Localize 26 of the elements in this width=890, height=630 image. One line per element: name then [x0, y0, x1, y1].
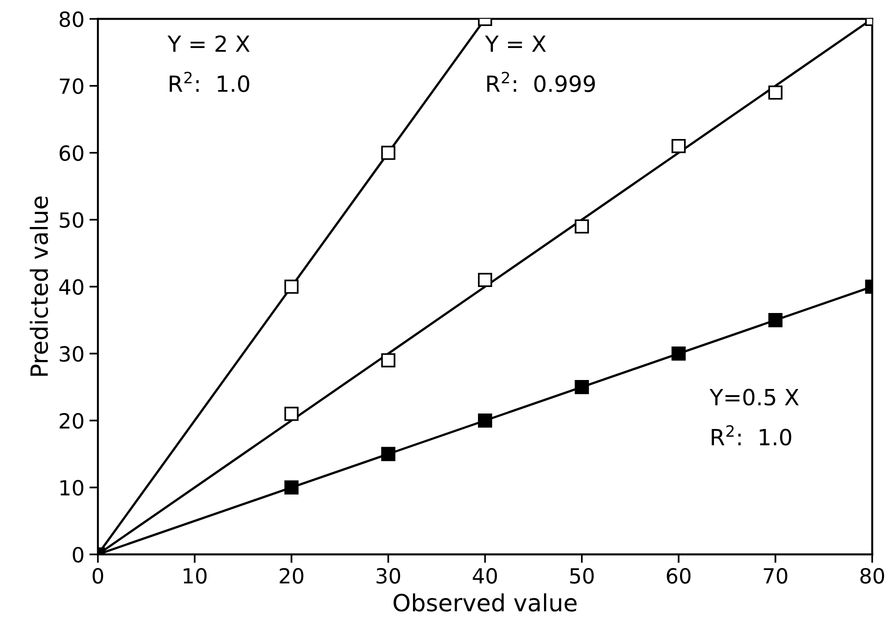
x-tick-label: 70 — [764, 568, 788, 584]
y-tick-label: 60 — [60, 145, 84, 161]
y-axis-title: Predicted value — [30, 196, 48, 376]
x-tick-label: 30 — [376, 568, 400, 584]
annotation: Y = X — [485, 36, 546, 52]
x-tick-label: 10 — [184, 568, 207, 584]
x-tick-label: 20 — [280, 568, 304, 584]
y-tick-label: 80 — [60, 11, 84, 28]
y-tick-label: 10 — [60, 480, 84, 496]
y-tick-label: 0 — [72, 546, 84, 563]
y-tick-label: 70 — [60, 78, 84, 94]
y-tick-label: 30 — [60, 346, 84, 362]
x-tick-label: 60 — [666, 568, 690, 584]
y-tick-label: 40 — [59, 279, 84, 295]
x-tick-label: 0 — [92, 568, 104, 584]
annotation: R$^{2}$: 1.0 — [170, 72, 250, 92]
x-tick-label: 40 — [472, 568, 497, 584]
annotation: Y=0.5 X — [710, 388, 799, 406]
x-axis-title: Observed value — [394, 593, 577, 612]
y-tick-label: 50 — [60, 212, 84, 228]
y-tick-label: 20 — [60, 412, 84, 429]
x-tick-label: 80 — [860, 568, 884, 584]
annotation: Y = 2 X — [168, 35, 250, 52]
x-tick-label: 50 — [570, 568, 594, 584]
annotation: R$^{2}$: 1.0 — [712, 425, 792, 446]
annotation: R$^{2}$: 0.999 — [487, 72, 595, 92]
